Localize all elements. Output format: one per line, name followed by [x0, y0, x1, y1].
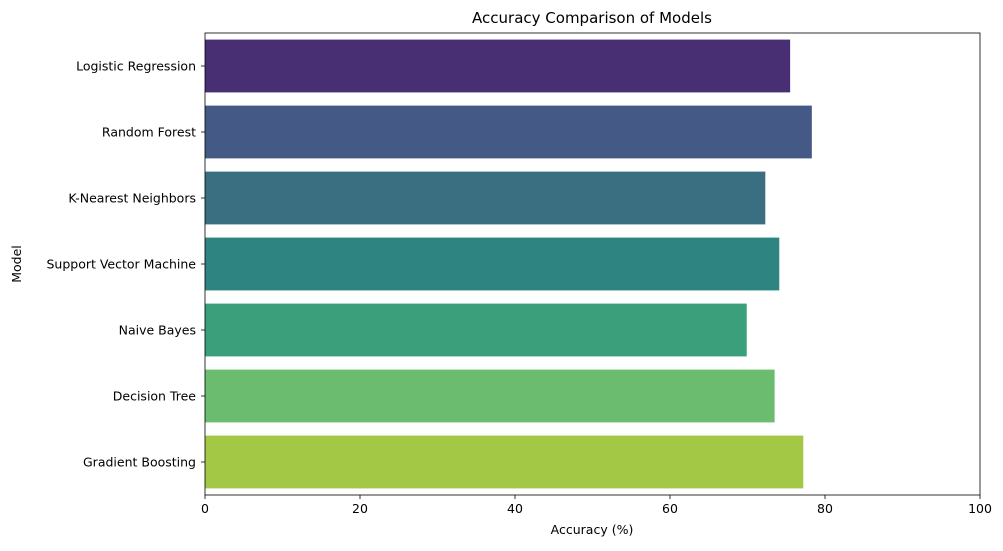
bar — [205, 303, 747, 357]
x-tick-label: 100 — [968, 501, 992, 516]
x-axis-title: Accuracy (%) — [551, 522, 634, 537]
y-axis-title: Model — [9, 245, 24, 283]
bar — [205, 369, 775, 423]
y-tick-label: Random Forest — [102, 125, 196, 140]
x-tick-label: 0 — [201, 501, 209, 516]
y-tick-label: Logistic Regression — [76, 59, 196, 74]
x-tick-label: 80 — [817, 501, 833, 516]
x-tick-label: 40 — [507, 501, 523, 516]
y-tick-label: Naive Bayes — [119, 323, 196, 338]
y-tick-label: K-Nearest Neighbors — [68, 191, 196, 206]
chart-title: Accuracy Comparison of Models — [472, 9, 712, 27]
bar — [205, 171, 766, 225]
y-tick-label: Decision Tree — [113, 389, 197, 404]
bar — [205, 435, 804, 489]
bar — [205, 39, 791, 93]
y-axis-ticks: Logistic Regression Random Forest K-Neares… — [46, 59, 205, 470]
x-tick-label: 20 — [352, 501, 368, 516]
bar — [205, 105, 812, 159]
bar — [205, 237, 780, 291]
x-tick-label: 60 — [662, 501, 678, 516]
y-tick-label: Support Vector Machine — [46, 257, 196, 272]
y-tick-label: Gradient Boosting — [83, 455, 196, 470]
x-axis-ticks: 0 20 40 60 80 100 — [201, 495, 992, 516]
bars-group — [205, 39, 812, 489]
